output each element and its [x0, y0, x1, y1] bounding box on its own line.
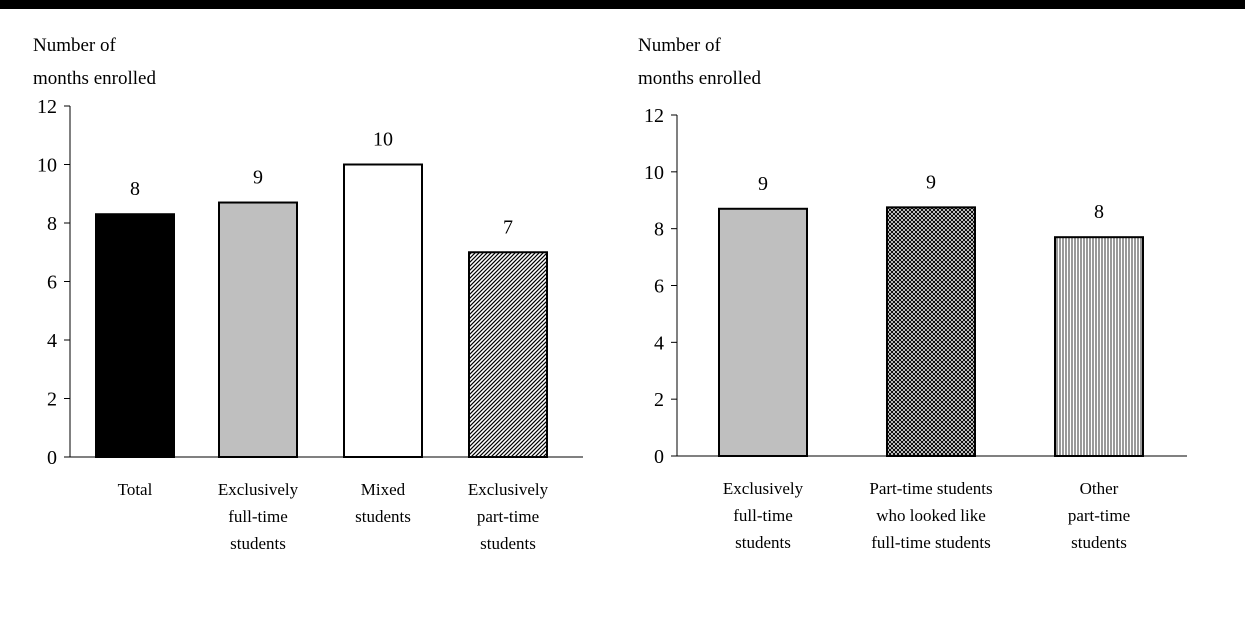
bar [218, 201, 298, 458]
y-tick-label: 6 [47, 272, 57, 294]
category-label-line: Exclusively [723, 479, 804, 498]
category-label-line: students [355, 507, 411, 526]
category-label-line: part-time [477, 507, 539, 526]
y-tick-label: 2 [47, 389, 57, 411]
y-tick-label: 6 [654, 276, 664, 298]
y-tick-label: 2 [654, 389, 664, 411]
data-label: 9 [926, 171, 936, 193]
category-label-line: Other [1080, 479, 1119, 498]
data-label: 8 [130, 178, 140, 200]
data-label: 10 [373, 129, 393, 151]
category-label: Total [118, 480, 153, 499]
category-label-line: students [1071, 533, 1127, 552]
category-label-line: who looked like [876, 506, 986, 525]
category-label-line: students [230, 534, 286, 553]
category-label: Exclusively full-time students [218, 480, 299, 553]
category-label-line: full-time [733, 506, 792, 525]
y-tick-label: 10 [37, 155, 57, 177]
bar [343, 163, 423, 458]
y-tick-label: 10 [644, 162, 664, 184]
data-label: 7 [503, 216, 513, 238]
category-label: Other part-time students [1068, 479, 1130, 552]
y-tick-label: 12 [37, 96, 57, 118]
y-tick-label: 0 [654, 446, 664, 468]
bar [468, 251, 548, 458]
category-label: Mixed students [355, 480, 411, 526]
y-axis-label-line: months enrolled [33, 68, 156, 89]
y-axis-label: Number of months enrolled [33, 35, 156, 89]
chart-left: Number of months enrolled 0 2 4 6 8 10 12 8 Total 9… [33, 35, 583, 553]
chart-right: Number of months enrolled 0 2 4 6 8 10 12 9 Exclus… [638, 35, 1187, 552]
category-label-line: full-time [228, 507, 287, 526]
bar [886, 206, 976, 457]
bar [718, 207, 808, 457]
data-label: 8 [1094, 201, 1104, 223]
category-label-line: Mixed [361, 480, 406, 499]
y-tick-label: 8 [47, 213, 57, 235]
y-axis-label-line: months enrolled [638, 68, 761, 89]
bar [1054, 236, 1144, 457]
category-label-line: full-time students [871, 533, 990, 552]
category-label-line: Exclusively [468, 480, 549, 499]
y-tick-label: 4 [47, 330, 57, 352]
y-tick-label: 4 [654, 332, 664, 354]
category-label-line: students [735, 533, 791, 552]
category-label: Exclusively part-time students [468, 480, 549, 553]
category-label: Part-time students who looked like full-ti… [869, 479, 992, 552]
category-label-line: Part-time students [869, 479, 992, 498]
category-label: Exclusively full-time students [723, 479, 804, 552]
y-axis-label-line: Number of [33, 35, 117, 56]
y-axis-label: Number of months enrolled [638, 35, 761, 89]
category-label-line: Total [118, 480, 153, 499]
data-label: 9 [253, 167, 263, 189]
data-label: 9 [758, 173, 768, 195]
category-label-line: students [480, 534, 536, 553]
y-axis-label-line: Number of [638, 35, 722, 56]
y-tick-label: 12 [644, 105, 664, 127]
y-tick-label: 0 [47, 447, 57, 469]
y-tick-label: 8 [654, 219, 664, 241]
top-rule [0, 0, 1245, 9]
bar [95, 213, 175, 458]
category-label-line: part-time [1068, 506, 1130, 525]
category-label-line: Exclusively [218, 480, 299, 499]
